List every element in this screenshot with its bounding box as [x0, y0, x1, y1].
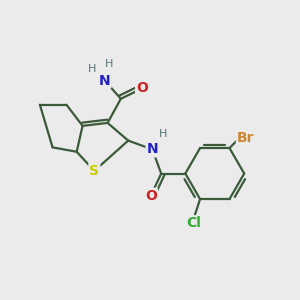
Text: O: O — [136, 82, 148, 95]
Text: N: N — [146, 142, 158, 156]
Text: S: S — [89, 164, 99, 178]
Text: Br: Br — [237, 131, 254, 145]
Text: O: O — [145, 189, 157, 202]
Text: N: N — [99, 74, 110, 88]
Text: H: H — [158, 129, 167, 139]
Text: Cl: Cl — [187, 216, 202, 230]
Text: H: H — [105, 59, 113, 69]
Text: H: H — [88, 64, 97, 74]
